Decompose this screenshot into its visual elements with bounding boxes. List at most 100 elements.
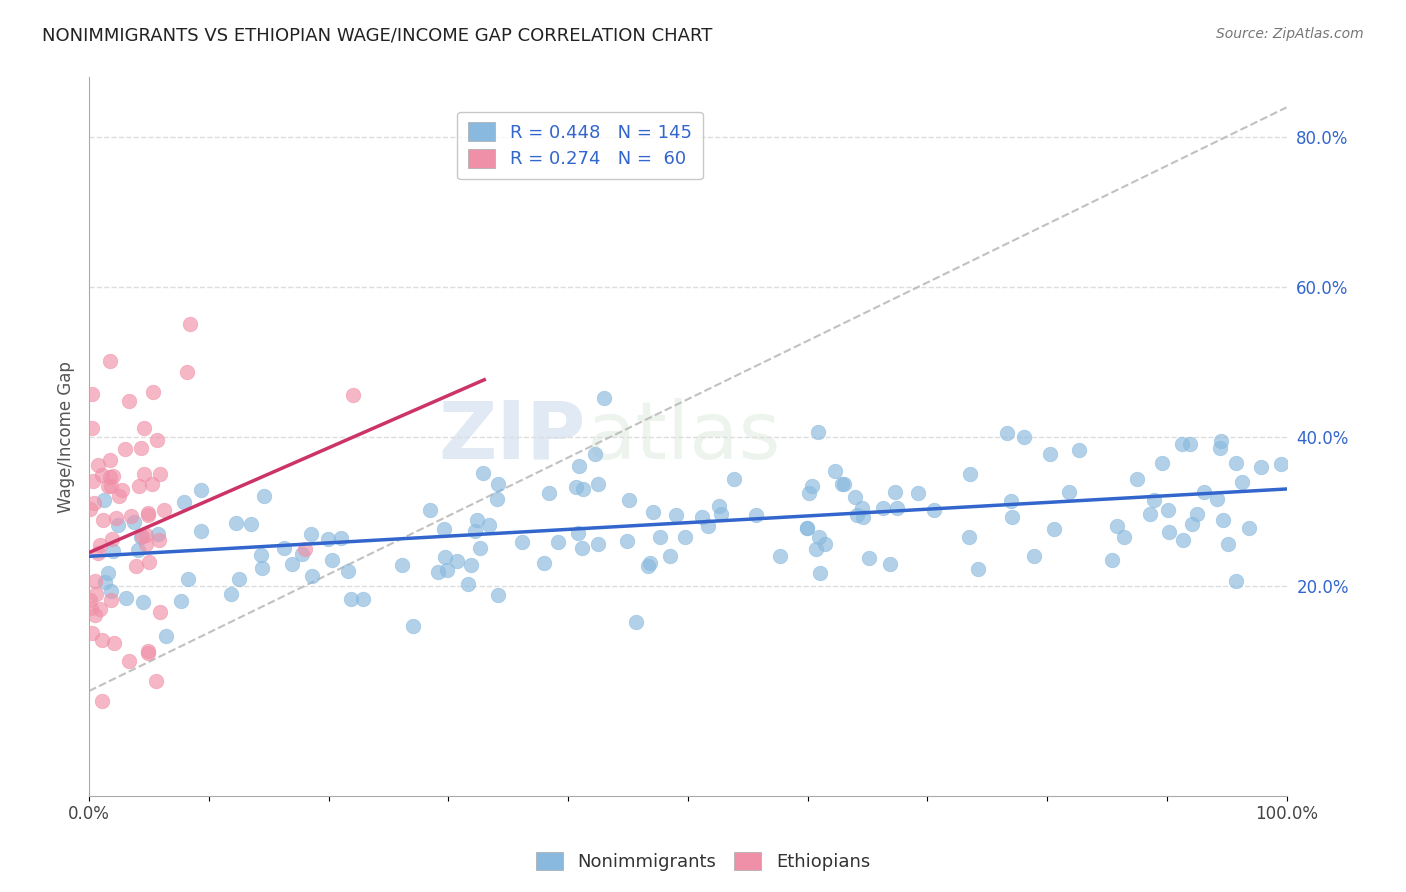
Point (851, 501, 873, 516)
Point (149, 467, 172, 481)
Point (318, 532, 340, 546)
Point (434, 550, 457, 565)
Point (107, 517, 129, 532)
Point (922, 503, 945, 517)
Point (84, 607, 107, 622)
Point (177, 572, 200, 586)
Point (806, 542, 828, 557)
Point (648, 530, 671, 544)
Point (146, 434, 169, 448)
Point (1000, 494, 1022, 508)
Point (1039, 447, 1062, 461)
Point (250, 561, 273, 575)
Point (337, 564, 360, 578)
Point (1125, 472, 1147, 486)
Point (134, 467, 156, 481)
Y-axis label: Wage/Income Gap: Wage/Income Gap (58, 360, 75, 513)
Point (1209, 441, 1232, 455)
Point (91, 513, 114, 527)
Point (1042, 522, 1064, 536)
Point (83, 496, 105, 510)
Point (1239, 521, 1261, 535)
Point (321, 552, 343, 566)
Point (565, 480, 588, 494)
Point (339, 591, 361, 606)
Point (87, 546, 110, 560)
Point (814, 537, 837, 551)
Point (845, 508, 868, 522)
Point (329, 531, 352, 545)
Point (120, 508, 142, 523)
Point (190, 524, 212, 539)
Legend: R = 0.448   N = 145, R = 0.274   N =  60: R = 0.448 N = 145, R = 0.274 N = 60 (457, 112, 703, 179)
Point (253, 489, 276, 503)
Point (129, 441, 152, 455)
Point (1001, 509, 1024, 524)
Point (1101, 553, 1123, 567)
Point (114, 591, 136, 606)
Point (82, 475, 104, 489)
Point (108, 490, 131, 504)
Point (91, 632, 114, 647)
Point (103, 544, 125, 558)
Point (135, 537, 157, 551)
Point (673, 531, 696, 545)
Point (98, 453, 121, 467)
Point (831, 477, 853, 491)
Point (690, 509, 713, 524)
Point (103, 636, 125, 650)
Point (796, 521, 818, 535)
Point (176, 365, 198, 379)
Point (1232, 475, 1254, 490)
Point (665, 508, 688, 523)
Point (997, 425, 1019, 440)
Point (547, 534, 569, 549)
Point (457, 577, 479, 591)
Point (1112, 530, 1135, 544)
Point (769, 549, 792, 563)
Point (170, 594, 193, 608)
Point (419, 503, 441, 517)
Point (485, 491, 508, 506)
Point (1181, 517, 1204, 532)
Point (149, 605, 172, 619)
Point (1270, 458, 1292, 472)
Text: ZIP: ZIP (439, 398, 586, 475)
Point (291, 547, 314, 561)
Point (342, 388, 364, 402)
Point (97, 566, 120, 580)
Point (808, 529, 831, 543)
Point (79, 501, 101, 516)
Point (486, 476, 509, 491)
Point (135, 528, 157, 542)
Point (796, 521, 818, 535)
Point (1225, 574, 1247, 589)
Point (638, 556, 661, 570)
Point (744, 508, 766, 523)
Point (858, 551, 880, 566)
Point (100, 479, 122, 493)
Point (136, 643, 159, 657)
Point (179, 317, 201, 331)
Point (79, 592, 101, 607)
Text: atlas: atlas (586, 398, 780, 475)
Point (478, 517, 501, 532)
Point (138, 555, 160, 569)
Point (1057, 485, 1080, 500)
Point (98, 354, 121, 368)
Point (959, 530, 981, 544)
Point (537, 486, 560, 500)
Point (131, 529, 153, 543)
Point (800, 479, 823, 493)
Text: NONIMMIGRANTS VS ETHIOPIAN WAGE/INCOME GAP CORRELATION CHART: NONIMMIGRANTS VS ETHIOPIAN WAGE/INCOME G… (42, 27, 713, 45)
Point (80, 601, 103, 615)
Point (433, 522, 456, 536)
Point (190, 483, 212, 498)
Point (1173, 533, 1195, 547)
Point (619, 492, 641, 507)
Point (301, 568, 323, 582)
Point (1206, 491, 1229, 506)
Point (1209, 434, 1232, 448)
Point (1139, 508, 1161, 522)
Point (402, 619, 425, 633)
